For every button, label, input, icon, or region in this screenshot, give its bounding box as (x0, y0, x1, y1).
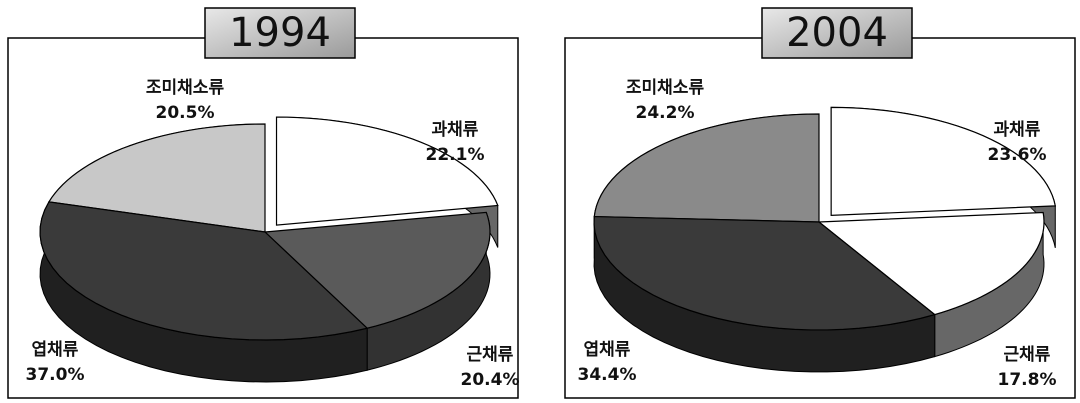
pie-slice (817, 211, 1045, 316)
slice-category-label: 근채류 (467, 345, 514, 365)
slice-value-label: 22.1% (426, 145, 485, 165)
chart-title: 1994 (229, 10, 331, 56)
slice-category-label: 근채류 (1004, 345, 1051, 365)
pie-slice (593, 215, 937, 331)
slice-value-label: 34.4% (578, 365, 637, 385)
chart-title: 2004 (786, 10, 888, 56)
slice-category-label: 조미채소류 (626, 78, 705, 98)
slice-value-label: 20.5% (156, 103, 215, 123)
pie-panel: 2004 조미채소류 24.2% 과채류 23.6% 근채류 17.8% 엽채류 34.4% (564, 7, 1076, 399)
slice-category-label: 엽채류 (584, 340, 631, 360)
slice-value-label: 24.2% (636, 103, 695, 123)
pie-slice (47, 123, 266, 233)
pie-slice (275, 116, 499, 226)
slice-category-label: 과채류 (994, 120, 1041, 140)
slice-value-label: 17.8% (998, 370, 1057, 390)
pie-slice (39, 201, 369, 341)
title-box (761, 7, 913, 59)
slice-value-label: 20.4% (461, 370, 520, 390)
slice-category-label: 과채류 (432, 120, 479, 140)
slice-value-label: 23.6% (988, 145, 1047, 165)
slice-category-label: 조미채소류 (146, 78, 225, 98)
pie-slice (830, 106, 1057, 216)
pie-slice (263, 211, 491, 329)
slice-category-label: 엽채류 (32, 340, 79, 360)
title-box (204, 7, 356, 59)
pie-slice (593, 113, 820, 223)
pie-panel: 1994 조미채소류 20.5% 과채류 22.1% 근채류 20.4% 엽채류 37.0% (7, 7, 520, 399)
slice-value-label: 37.0% (26, 365, 85, 385)
